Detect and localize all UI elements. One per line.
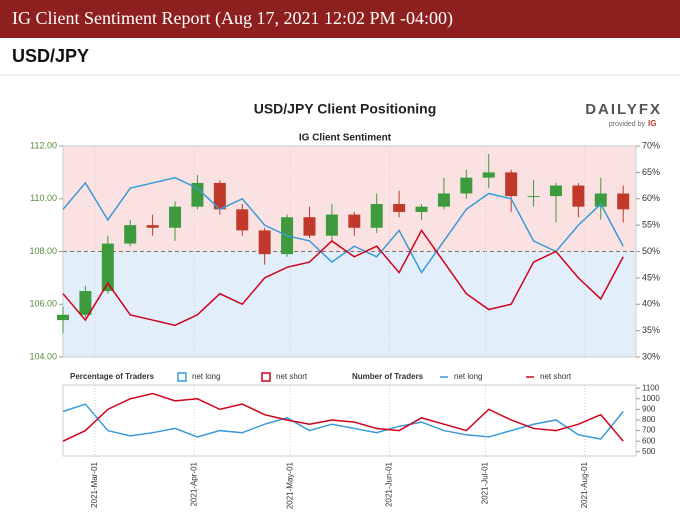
candle-body (303, 217, 316, 236)
pair-title: USD/JPY (12, 46, 89, 66)
candle-body (370, 204, 383, 228)
legend-label: net long (192, 372, 220, 381)
candle-body (482, 172, 495, 178)
x-tick-label: 2021-Mar-01 (90, 461, 99, 507)
y2-tick-label: 900 (642, 404, 656, 413)
plot-frame (62, 384, 637, 457)
header-bar (0, 0, 680, 38)
y2-tick-label: 800 (642, 415, 656, 424)
candle-body (527, 196, 540, 198)
candle-body (57, 314, 69, 321)
candle-body (213, 182, 226, 210)
candle-body (236, 209, 249, 231)
y2-tick-label: 55% (642, 220, 660, 230)
x-tick-label: 2021-Aug-01 (580, 461, 589, 508)
x-tick-label: 2021-Apr-01 (189, 461, 198, 506)
y2-tick-label: 40% (642, 299, 660, 309)
candle-body (415, 206, 428, 212)
legend-swatch (177, 372, 187, 382)
series-line (62, 403, 624, 440)
candle-body (594, 193, 607, 207)
candle-body (101, 243, 114, 292)
y2-tick-label: 45% (642, 272, 660, 282)
candle-body (146, 225, 159, 228)
y-tick-label: 108.00 (29, 246, 57, 256)
y-tick-label: 110.00 (30, 193, 57, 203)
y2-tick-label: 70% (642, 140, 660, 150)
candle-body (617, 193, 630, 210)
y2-tick-label: 1100 (642, 383, 660, 392)
candle-body (572, 185, 585, 207)
candle-body (393, 204, 406, 212)
candle-body (169, 206, 182, 228)
legend-label: net short (276, 372, 308, 381)
candle-body (79, 291, 92, 315)
bearish-zone (63, 146, 636, 252)
candle-body (460, 177, 473, 194)
legend-label: net long (454, 372, 482, 381)
y-tick-label: 106.00 (29, 299, 57, 309)
candle-body (124, 225, 137, 244)
y2-tick-label: 60% (642, 193, 660, 203)
logo-name: DAILYFX (585, 101, 662, 118)
y2-tick-label: 65% (642, 167, 660, 177)
candle-body (258, 230, 271, 255)
x-tick-label: 2021-May-01 (285, 461, 294, 509)
legend-swatch (261, 372, 271, 382)
chart-title: USD/JPY Client Positioning (254, 101, 437, 117)
legend-label: net short (540, 372, 572, 381)
series-line (62, 392, 624, 442)
x-tick-label: 2021-Jul-01 (481, 461, 490, 504)
legend-title: Percentage of Traders (70, 372, 155, 381)
y2-tick-label: 600 (642, 436, 656, 445)
candle-body (348, 214, 361, 228)
candle-body (325, 214, 338, 236)
candle-body (437, 193, 450, 207)
y2-tick-label: 700 (642, 426, 656, 435)
logo-tagline: provided by (609, 121, 646, 128)
logo-brand: IG (648, 119, 656, 128)
series-line (62, 176, 624, 275)
y-tick-label: 112.00 (30, 140, 57, 150)
y2-tick-label: 30% (642, 351, 660, 361)
y2-tick-label: 50% (642, 246, 660, 256)
candle-body (191, 182, 204, 207)
y2-tick-label: 500 (642, 447, 656, 456)
y2-tick-label: 1000 (642, 394, 660, 403)
report-title: IG Client Sentiment Report (Aug 17, 2021… (12, 8, 453, 29)
chart-subtitle: IG Client Sentiment (299, 133, 392, 144)
y-tick-label: 104.00 (29, 351, 57, 361)
candle-body (505, 172, 518, 197)
bullish-zone (63, 251, 636, 357)
charts: 104.00 106.00 108.00 110.00 112.00 30% 35% 40% 4… (29, 140, 660, 509)
x-tick-label: 2021-Jun-01 (385, 461, 394, 506)
series-line (62, 228, 624, 327)
candle-body (549, 185, 562, 197)
y2-tick-label: 35% (642, 325, 660, 335)
legend-title: Number of Traders (352, 372, 424, 381)
